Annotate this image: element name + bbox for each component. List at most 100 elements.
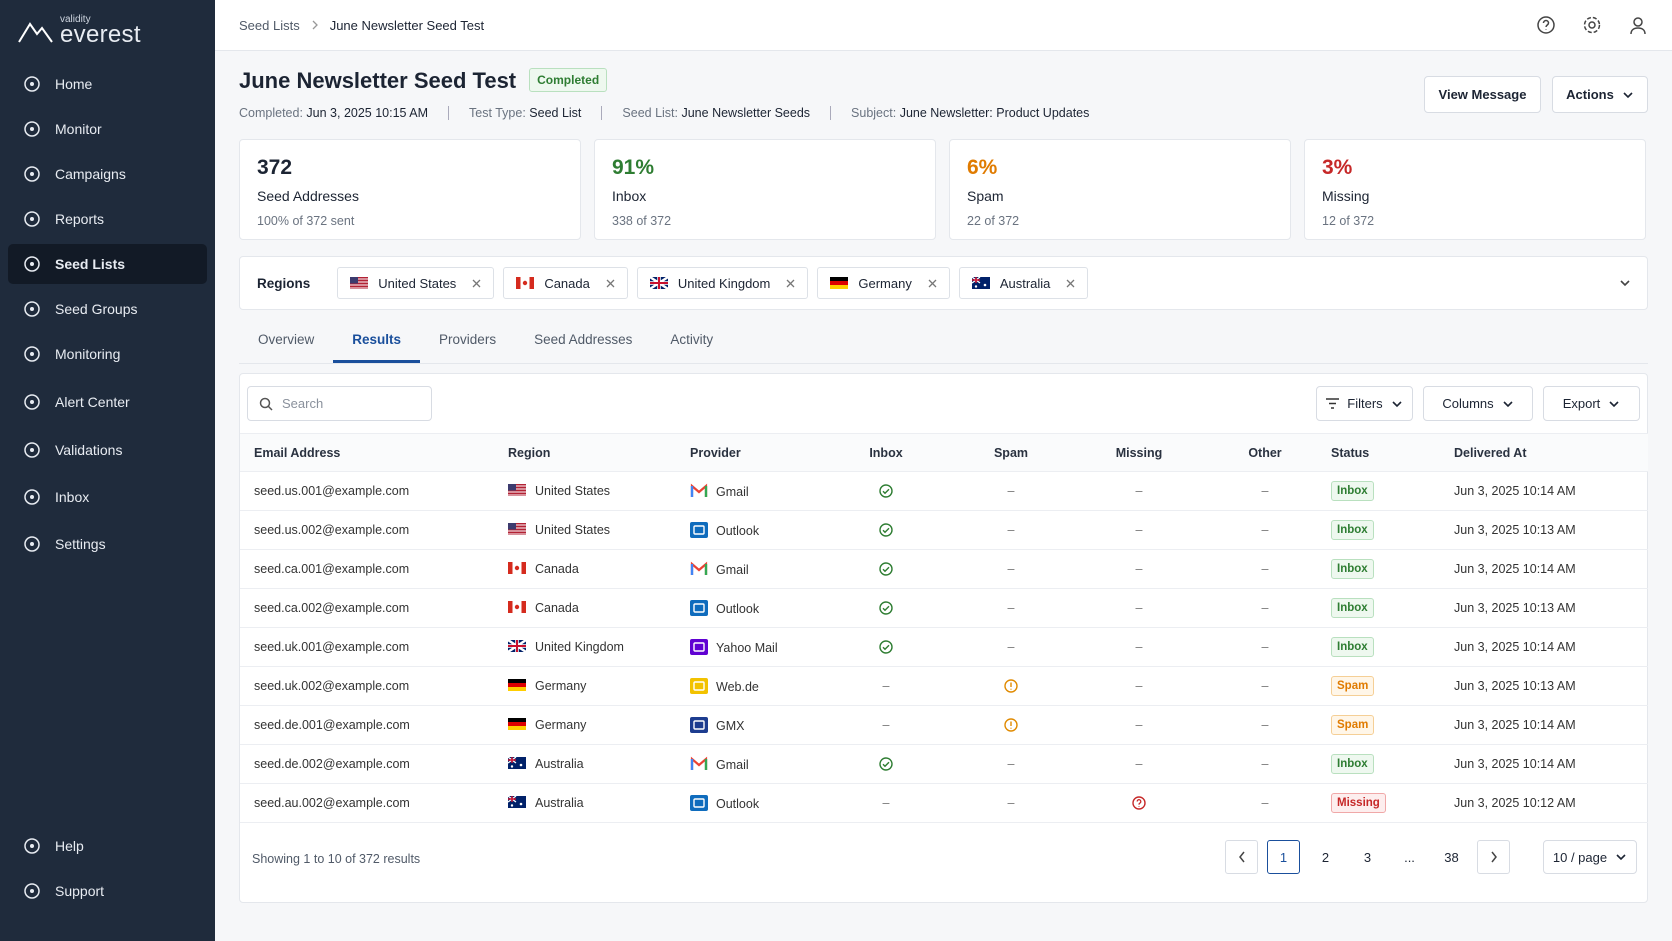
nav-label: Seed Lists [55,256,126,272]
region-chip[interactable]: Australia [958,267,1089,299]
region: United States [535,523,611,537]
tab[interactable]: Seed Addresses [534,332,633,347]
header-button[interactable]: View Message [1424,76,1541,113]
table-cell: Jun 3, 2025 10:14 AM [1453,705,1648,745]
nav-item[interactable]: Support [8,871,207,911]
table-cell: – [1200,627,1330,667]
tab[interactable]: Overview [258,332,315,347]
nav-icon [24,346,40,362]
column-header: Inbox [828,433,944,472]
dash: – [1261,796,1269,810]
dash: – [1135,640,1143,654]
dash: – [1007,523,1015,537]
page-number[interactable]: 38 [1444,849,1459,865]
nav-item[interactable]: Home [8,64,207,104]
nav-item[interactable]: Monitoring [8,334,207,374]
table-cell: Spam [1330,705,1453,745]
dash: – [1007,484,1015,498]
toolbar-button[interactable]: Filters [1316,386,1413,421]
remove-icon [928,279,937,287]
header-button[interactable]: Actions [1552,76,1648,113]
table-cell: seed.de.001@example.com [240,705,507,745]
nav-label: Monitoring [55,346,121,362]
nav-item[interactable]: Alert Center [8,382,207,422]
table-cell: – [828,783,944,823]
column-header: Region [507,433,689,472]
page-number[interactable]: 1 [1267,840,1300,874]
nav-item[interactable]: Settings [8,524,207,564]
nav-item[interactable]: Reports [8,199,207,239]
flag [508,796,526,808]
nav-label: Support [55,883,105,899]
tabs: Overview Results Providers Seed Addresses Ac… [239,324,1648,364]
table-cell: – [1078,510,1200,550]
stat-value: 6% [967,156,998,179]
table-cell: – [1200,783,1330,823]
table-cell [944,666,1078,706]
region: Australia [535,796,584,810]
per-page[interactable]: 10 / page [1543,840,1637,874]
page-arrow[interactable] [1225,840,1258,874]
tab[interactable]: Providers [439,332,497,347]
email: seed.us.002@example.com [254,523,410,537]
tab[interactable]: Activity [670,332,714,347]
email: seed.de.001@example.com [254,718,410,732]
toolbar-button[interactable]: Export [1543,386,1640,421]
page-number[interactable]: 3 [1363,849,1372,865]
stat-sub: 100% of 372 sent [257,214,355,228]
nav-label: Settings [55,536,106,552]
status-badge: Inbox [1331,598,1374,618]
stat-label: Inbox [612,188,647,204]
nav-item[interactable]: Campaigns [8,154,207,194]
provider-icon [690,600,708,616]
table-cell: seed.au.002@example.com [240,783,507,823]
region-chip[interactable]: Germany [817,267,950,299]
nav-item[interactable]: Seed Groups [8,289,207,329]
tab[interactable]: Results [333,324,421,363]
table-cell: – [1078,549,1200,589]
table-cell [828,471,944,511]
region-chip[interactable]: Canada [503,267,628,299]
tbody: seed.us.001@example.com United States Gmai… [240,471,1648,823]
region: Canada [535,601,579,615]
region-chip[interactable]: United States [337,267,495,299]
region-chip[interactable]: United Kingdom [636,267,809,299]
dash: – [1261,640,1269,654]
nav-item[interactable]: Inbox [8,477,207,517]
breadcrumb[interactable]: Seed Lists [239,17,300,33]
top-bar: Seed Lists June Newsletter Seed Test [215,0,1672,51]
nav-item[interactable]: Validations [8,430,207,470]
column-header: Delivered At [1453,433,1648,472]
delivered-at: Jun 3, 2025 10:14 AM [1454,562,1576,576]
nav-icon [24,536,40,552]
arrow-icon [1238,851,1245,863]
region-name: Canada [544,275,590,291]
page-number[interactable]: ... [1404,849,1415,865]
table-cell: – [1200,705,1330,745]
nav-label: Campaigns [55,166,126,182]
provider-icon [690,639,708,655]
nav-item[interactable]: Seed Lists [8,244,207,284]
page-number[interactable]: 2 [1321,849,1330,865]
meta-value: June Newsletter Seeds [681,106,811,120]
toolbar-button[interactable]: Columns [1423,386,1533,421]
flag [508,562,526,574]
table-cell: Web.de [689,666,828,706]
table-cell [828,627,944,667]
nav-icon [24,211,40,227]
chevron [1609,400,1619,407]
result-icon [1004,717,1018,732]
nav-label: Validations [55,442,123,458]
table-cell: Inbox [1330,549,1453,589]
remove-icon [1066,279,1075,287]
result-icon [879,756,893,771]
table-cell: United Kingdom [507,627,689,667]
nav-item[interactable]: Monitor [8,109,207,149]
nav-item[interactable]: Help [8,826,207,866]
email: seed.uk.002@example.com [254,679,410,693]
table-cell: – [944,588,1078,628]
dash: – [1007,757,1015,771]
page-title: June Newsletter Seed Test [239,68,517,93]
search-box[interactable]: Search [247,386,432,421]
page-arrow[interactable] [1477,840,1510,874]
